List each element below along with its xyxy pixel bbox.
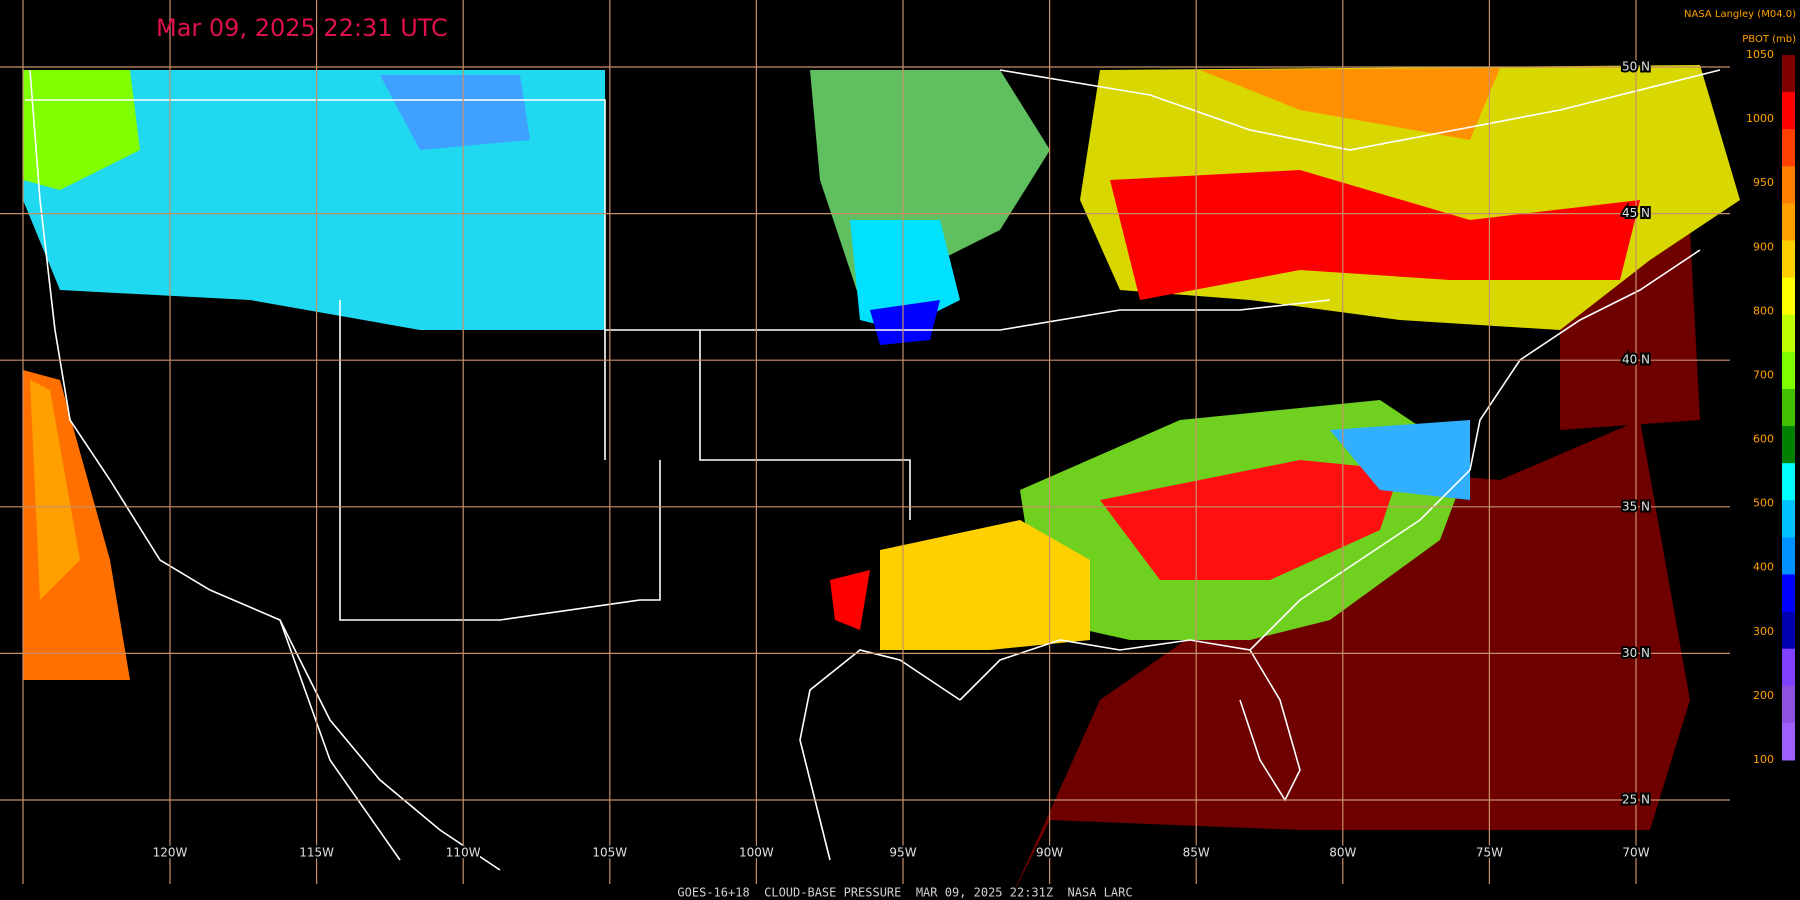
colorbar-tick-label: 950 (1753, 176, 1774, 189)
colorbar-segment (1782, 166, 1795, 204)
colorbar-segment (1782, 537, 1795, 575)
state-border (700, 299, 1331, 331)
colorbar-title: PBOT (mb) (1742, 34, 1796, 45)
colorbar-tick-label: 700 (1753, 368, 1774, 381)
colorbar-tick-label: 600 (1753, 433, 1774, 446)
coastline (1249, 249, 1701, 651)
longitude-label: 115W (299, 846, 334, 860)
colorbar-tick-label: 300 (1753, 625, 1774, 638)
colorbar-segment (1782, 129, 1795, 167)
longitude-label: 70W (1622, 846, 1649, 860)
colorbar-tick-label: 1050 (1746, 48, 1774, 61)
longitude-label: 100W (739, 846, 774, 860)
longitude-label: 90W (1036, 846, 1063, 860)
colorbar-segment (1782, 203, 1795, 242)
map-title: Mar 09, 2025 22:31 UTC (156, 14, 448, 42)
colorbar-tick-label: 200 (1753, 689, 1774, 702)
colorbar-tick-label: 500 (1753, 497, 1774, 510)
cloud-region (30, 380, 80, 600)
longitude-label: 110W (446, 846, 481, 860)
colorbar-segment (1782, 463, 1795, 501)
colorbar-segment (1782, 648, 1795, 687)
cloud-region (1110, 170, 1640, 300)
coastline (29, 69, 501, 871)
state-border (339, 300, 661, 621)
cloud-region (870, 300, 940, 345)
colorbar-segment (1782, 722, 1795, 761)
longitude-label: 80W (1329, 846, 1356, 860)
latitude-label: 45 N (1622, 206, 1650, 220)
colorbar-segment (1782, 574, 1795, 613)
colorbar-segment (1782, 685, 1795, 724)
colorbar-tick-label: 1000 (1746, 112, 1774, 125)
latitude-label: 35 N (1622, 499, 1650, 513)
credit: NASA Langley (M04.0) (1684, 9, 1796, 20)
colorbar-segment (1782, 277, 1795, 316)
border (999, 69, 1721, 151)
graticule: 120W 115W 110W 105W 100W 95W 90W 85W 80W 75W 70W 50… (0, 0, 1730, 884)
colorbar-tick-label: 100 (1753, 753, 1774, 766)
coastline (279, 619, 401, 861)
colorbar-segment (1782, 92, 1795, 130)
cloud-region (830, 570, 870, 630)
cloud-region (880, 520, 1090, 650)
cloud-region (1100, 460, 1400, 580)
colorbar-segment (1782, 611, 1795, 650)
cloud-layer (23, 65, 1740, 900)
colorbar-segment (1782, 500, 1795, 538)
cloud-region (1200, 68, 1500, 140)
colorbar-segment (1782, 55, 1795, 93)
boundaries (25, 69, 1721, 871)
colorbar-segment (1782, 240, 1795, 279)
latitude-label: 50 N (1622, 60, 1650, 74)
longitude-label: 120W (153, 846, 188, 860)
longitude-label: 105W (592, 846, 627, 860)
cloud-region (380, 75, 530, 150)
longitude-label: 75W (1476, 846, 1503, 860)
ocean-cloud (1010, 420, 1690, 900)
latitude-label: 40 N (1622, 353, 1650, 367)
longitude-label: 85W (1183, 846, 1210, 860)
colorbar-segment (1782, 351, 1795, 390)
colorbar-segment (1782, 314, 1795, 353)
footer: GOES-16+18 CLOUD-BASE PRESSURE MAR 09, 2… (677, 886, 1132, 900)
colorbar-tick-label: 800 (1753, 304, 1774, 317)
colorbar-tick-label: 900 (1753, 240, 1774, 253)
colorbar: 1050 1000 950 900 800 700 600 500 400 300 200 100 (1746, 48, 1795, 766)
colorbar-segment (1782, 426, 1795, 464)
longitude-label: 95W (889, 846, 916, 860)
colorbar-segment (1782, 388, 1795, 427)
cloud-region (1330, 420, 1470, 500)
latitude-label: 25 N (1622, 793, 1650, 807)
colorbar-tick-label: 400 (1753, 561, 1774, 574)
latitude-label: 30 N (1622, 646, 1650, 660)
